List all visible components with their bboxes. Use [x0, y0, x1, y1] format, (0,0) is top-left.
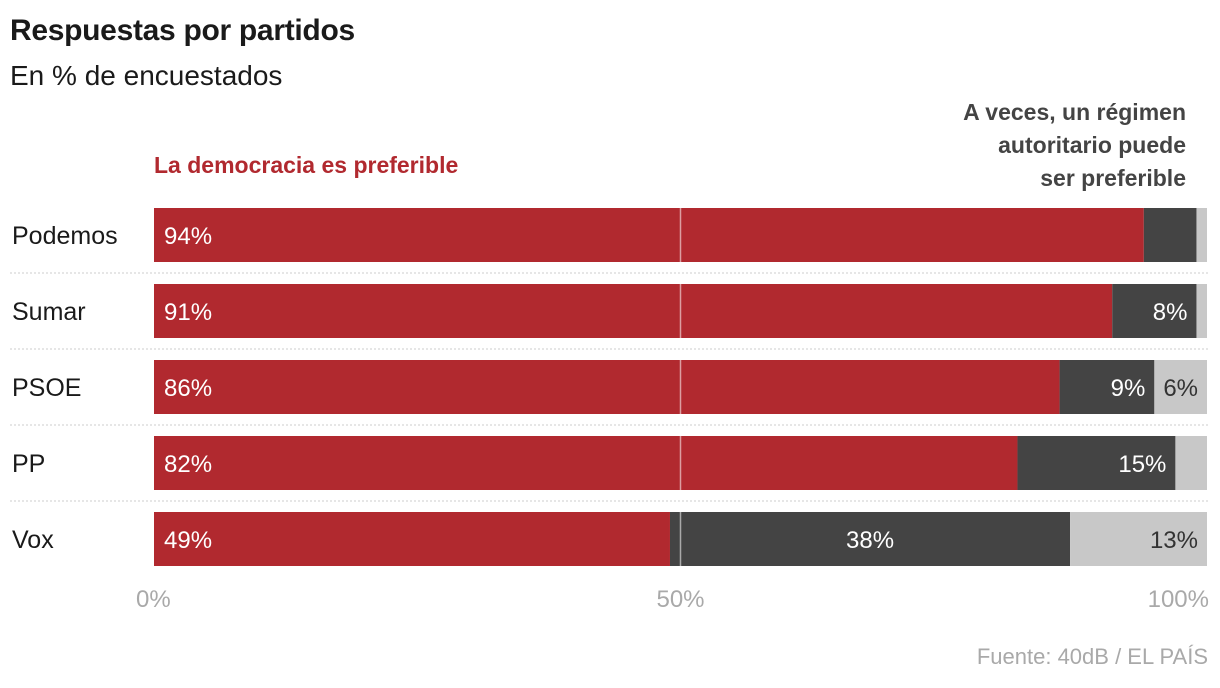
legend-authoritarian-line-1: A veces, un régimen	[963, 99, 1186, 125]
chart-title: Respuestas por partidos	[10, 14, 355, 47]
value-label-vox-1: 49%	[164, 527, 212, 554]
value-label-vox-2: 38%	[846, 527, 894, 554]
value-label-podemos-1: 94%	[164, 223, 212, 250]
bar-sumar-segment-2	[1112, 284, 1197, 338]
legend-authoritarian-line-2: autoritario puede	[998, 132, 1186, 158]
category-label-sumar: Sumar	[12, 298, 86, 326]
legend-democracy: La democracia es preferible	[154, 152, 459, 178]
legend-authoritarian-line-3: ser preferible	[1040, 165, 1186, 191]
value-label-psoe-3: 6%	[1163, 375, 1198, 402]
x-tick-label: 0%	[136, 586, 171, 613]
value-label-psoe-2: 9%	[1111, 375, 1146, 402]
bar-vox-segment-1	[154, 512, 670, 566]
legend-authoritarian: A veces, un régimen autoritario puede se…	[786, 96, 1186, 195]
bar-vox-segment-3	[1070, 512, 1207, 566]
bar-podemos-segment-3	[1196, 208, 1207, 262]
category-label-pp: PP	[12, 450, 45, 478]
value-label-pp-2: 15%	[1118, 451, 1166, 478]
bar-pp-segment-1	[154, 436, 1018, 490]
x-tick-label: 100%	[1148, 586, 1209, 613]
bar-podemos-segment-1	[154, 208, 1144, 262]
bar-podemos-segment-2	[1143, 208, 1197, 262]
chart-subtitle: En % de encuestados	[10, 60, 283, 91]
source-note: Fuente: 40dB / EL PAÍS	[976, 644, 1208, 669]
bar-psoe-segment-2	[1059, 360, 1155, 414]
category-label-vox: Vox	[12, 526, 54, 554]
bar-vox-segment-2	[669, 512, 1071, 566]
bar-pp-segment-2	[1017, 436, 1176, 490]
bar-psoe-segment-1	[154, 360, 1060, 414]
value-label-sumar-2: 8%	[1153, 299, 1188, 326]
bar-sumar-segment-1	[154, 284, 1113, 338]
value-label-pp-1: 82%	[164, 451, 212, 478]
x-tick-label: 50%	[656, 586, 704, 613]
bar-psoe-segment-3	[1154, 360, 1207, 414]
value-label-sumar-1: 91%	[164, 299, 212, 326]
category-label-psoe: PSOE	[12, 374, 81, 402]
value-label-psoe-1: 86%	[164, 375, 212, 402]
value-label-vox-3: 13%	[1150, 527, 1198, 554]
bar-sumar-segment-3	[1196, 284, 1207, 338]
category-label-podemos: Podemos	[12, 222, 118, 250]
bar-pp-segment-3	[1175, 436, 1207, 490]
